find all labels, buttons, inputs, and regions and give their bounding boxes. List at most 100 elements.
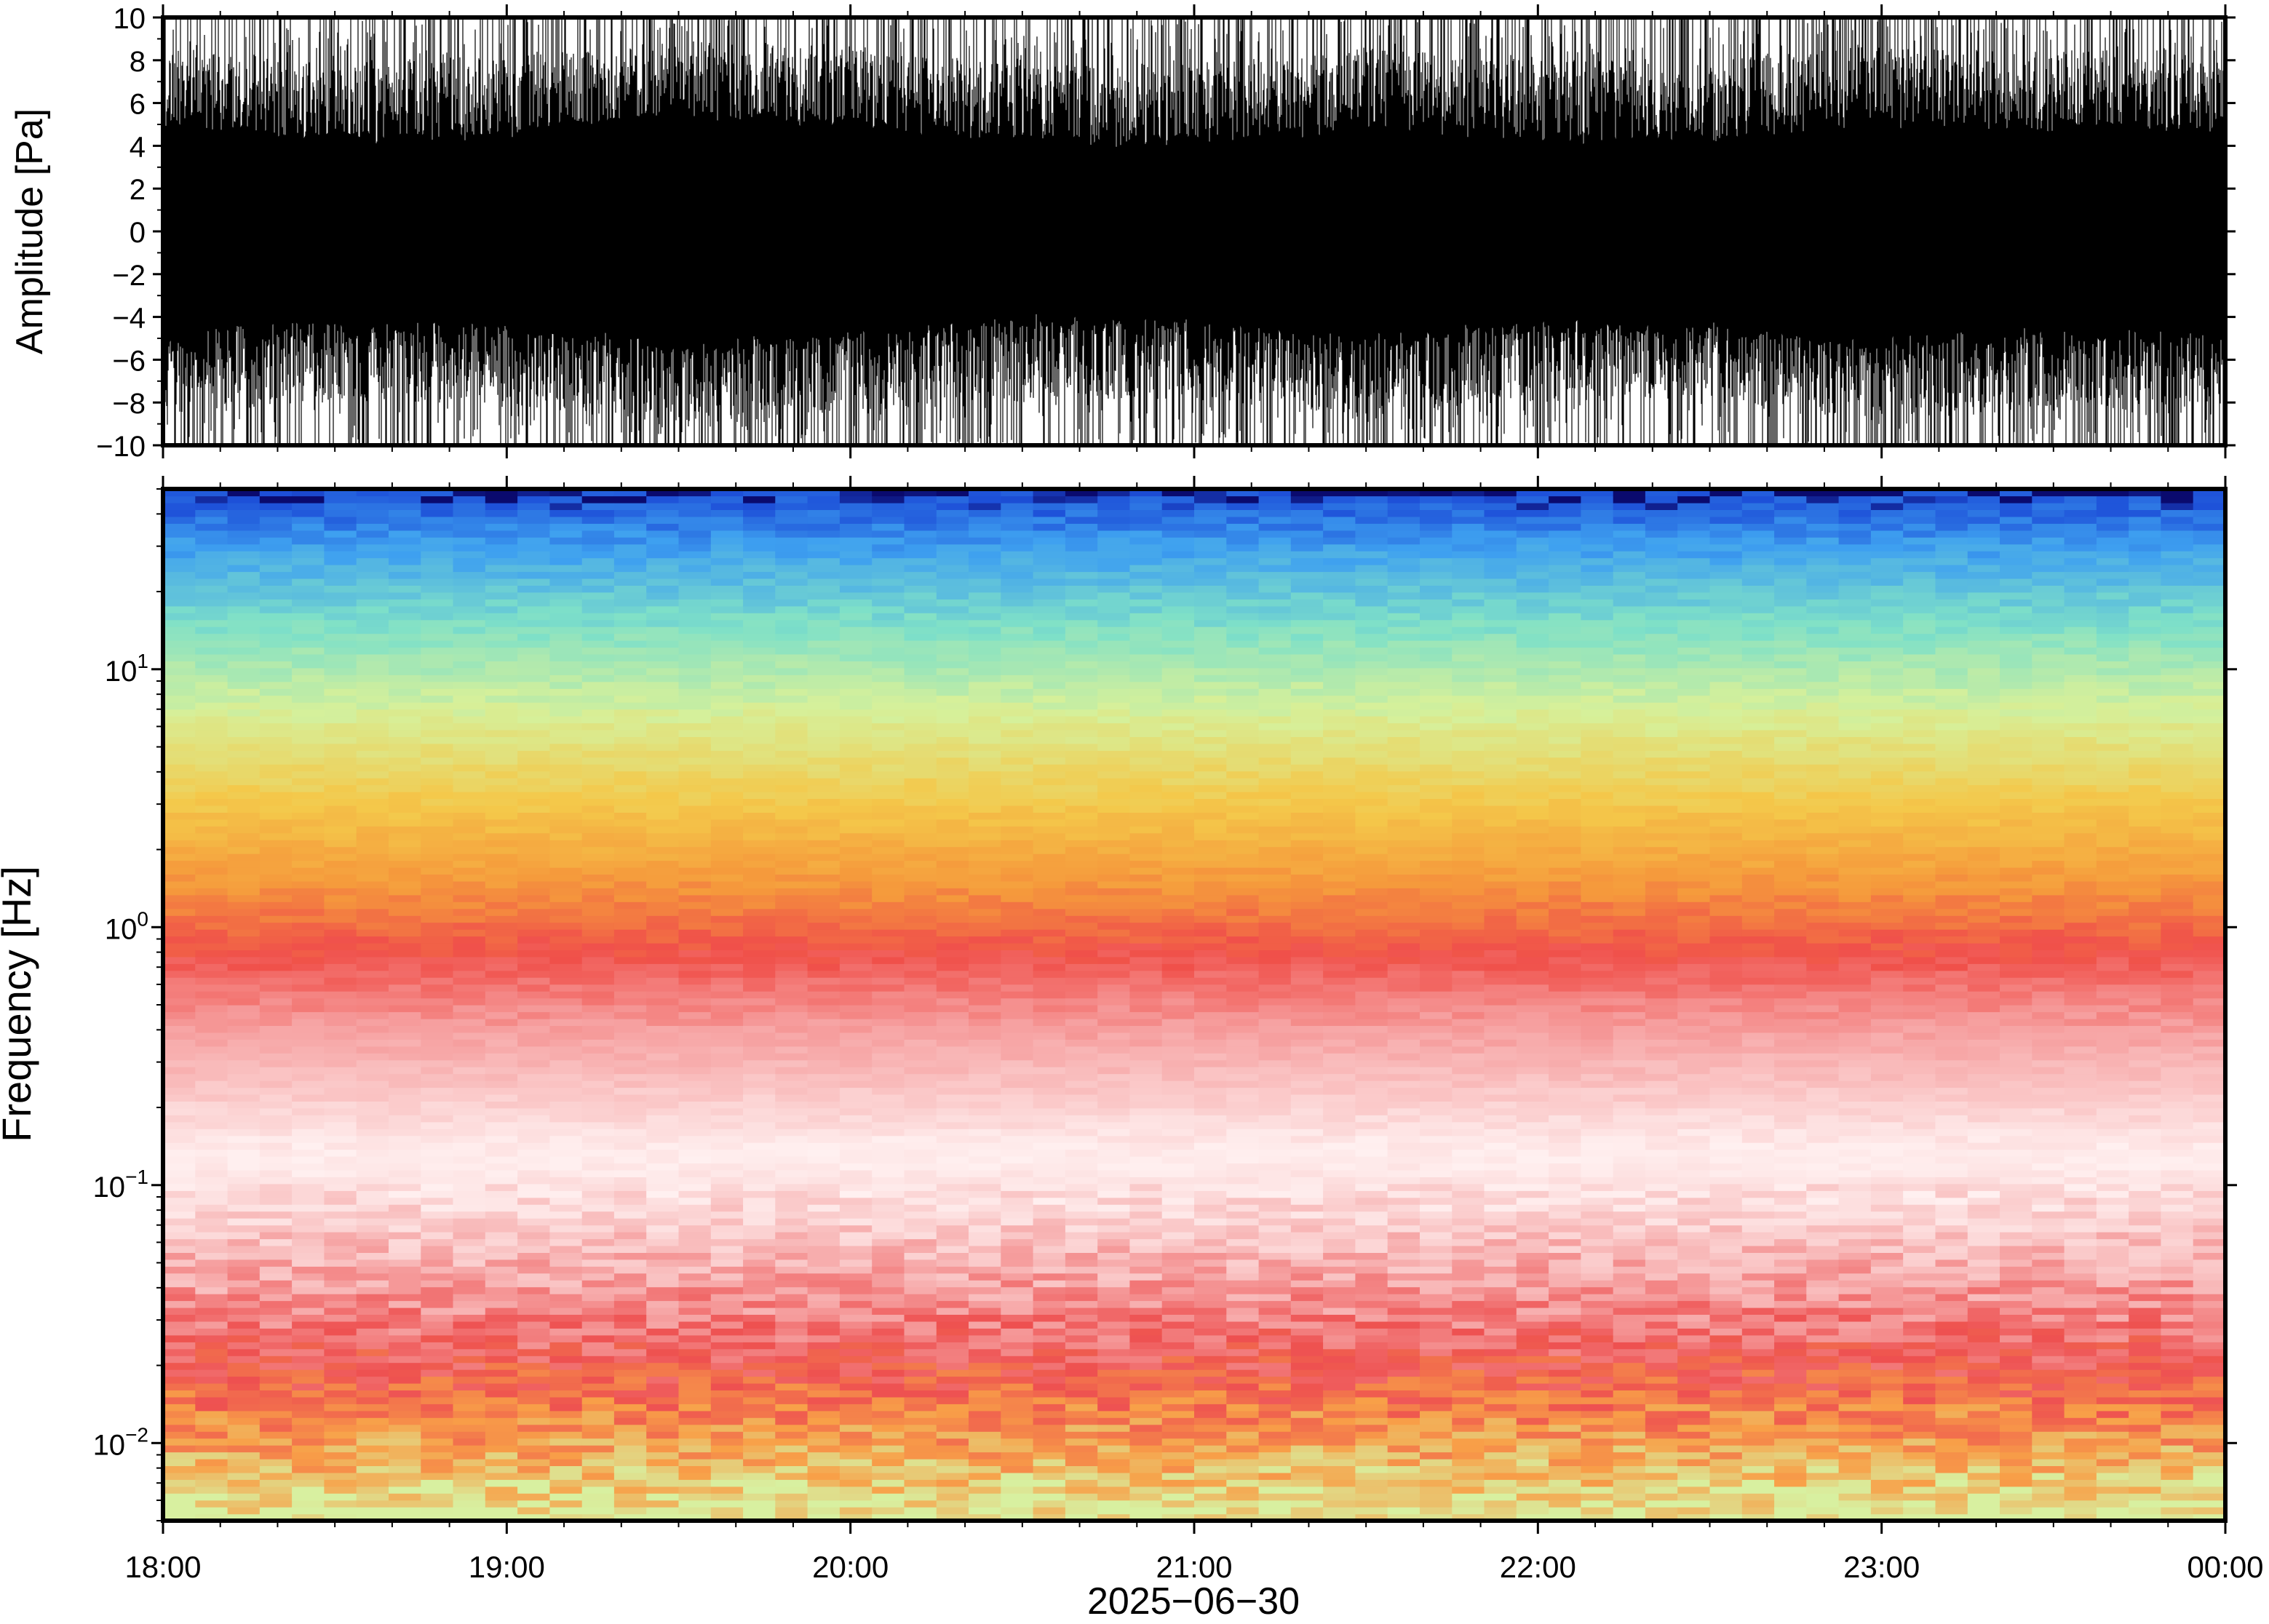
spectrogram-cell: [872, 1197, 905, 1205]
spectrogram-cell: [904, 1169, 937, 1177]
spectrogram-cell: [195, 840, 229, 848]
spectrogram-cell: [710, 1334, 744, 1342]
spectrogram-cell: [613, 1445, 647, 1453]
spectrogram-cell: [1033, 599, 1066, 607]
spectrogram-cell: [710, 709, 744, 717]
spectrogram-cell: [517, 1115, 550, 1123]
spectrogram-cell: [646, 544, 680, 552]
spectrogram-cell: [775, 977, 808, 985]
spectrogram-cell: [710, 1396, 744, 1404]
spectrogram-cell: [1001, 1259, 1034, 1267]
spectrogram-cell: [904, 530, 937, 538]
spectrogram-cell: [1065, 1431, 1098, 1439]
spectrogram-cell: [227, 1390, 261, 1398]
spectrogram-cell: [163, 998, 196, 1006]
spectrogram-cell: [1097, 880, 1131, 888]
spectrogram-cell: [581, 1321, 615, 1329]
spectrogram-cell: [1194, 1300, 1227, 1308]
spectrogram-cell: [743, 1073, 776, 1081]
spectrogram-cell: [227, 888, 261, 896]
spectrogram-cell: [936, 647, 969, 655]
spectrogram-cell: [1129, 1183, 1163, 1191]
spectrogram-cell: [872, 1204, 905, 1212]
spectrogram-cell: [775, 1280, 808, 1288]
spectrogram-cell: [421, 1321, 454, 1329]
spectrogram-cell: [743, 950, 776, 958]
spectrogram-cell: [227, 1321, 261, 1329]
spectrogram-cell: [549, 1197, 583, 1205]
spectrogram-cell: [775, 661, 808, 669]
spectrogram-cell: [1129, 826, 1163, 834]
spectrogram-cell: [872, 791, 905, 799]
spectrogram-cell: [195, 1479, 229, 1487]
spectrogram-cell: [613, 557, 647, 565]
spectrogram-cell: [710, 764, 744, 772]
spectrogram-cell: [292, 688, 325, 696]
spectrogram-cell: [163, 523, 196, 531]
spectrogram-cell: [389, 764, 421, 772]
spectrogram-cell: [581, 984, 615, 992]
spectrogram-cell: [710, 661, 744, 669]
spectrogram-cell: [356, 771, 389, 779]
spectrogram-cell: [292, 1431, 325, 1439]
spectrogram-cell: [936, 1073, 969, 1081]
spectrogram-cell: [872, 894, 905, 902]
spectrogram-cell: [581, 1369, 615, 1377]
spectrogram-cell: [1065, 984, 1098, 992]
spectrogram-cell: [389, 530, 421, 538]
spectrogram-cell: [581, 1101, 615, 1109]
spectrogram-cell: [453, 1115, 486, 1123]
spectrogram-cell: [485, 1107, 518, 1115]
spectrogram-cell: [1033, 729, 1066, 737]
spectrogram-cell: [1129, 1390, 1163, 1398]
spectrogram-cell: [421, 860, 454, 868]
spectrogram-cell: [904, 970, 937, 978]
spectrogram-cell: [1097, 502, 1131, 510]
spectrogram-cell: [872, 743, 905, 751]
spectrogram-cell: [904, 1238, 937, 1246]
spectrogram-cell: [581, 695, 615, 703]
spectrogram-cell: [517, 1334, 550, 1342]
spectrogram-cell: [549, 1307, 583, 1315]
spectrogram-cell: [163, 956, 196, 964]
spectrogram-cell: [872, 1107, 905, 1115]
spectrogram-cell: [163, 1356, 196, 1364]
spectrogram-cell: [421, 1238, 454, 1246]
spectrogram-cell: [678, 1190, 712, 1198]
spectrogram-cell: [1065, 1259, 1098, 1267]
spectrogram-cell: [807, 605, 841, 613]
spectrogram-cell: [324, 509, 357, 517]
spectrogram-cell: [227, 1197, 261, 1205]
spectrogram-cell: [517, 915, 550, 923]
spectrogram-cell: [743, 805, 776, 813]
spectrogram-cell: [1001, 565, 1034, 573]
spectrogram-cell: [743, 633, 776, 641]
spectrogram-cell: [710, 1328, 744, 1336]
spectrogram-cell: [969, 998, 1001, 1006]
spectrogram-cell: [1033, 585, 1066, 593]
spectrogram-cell: [872, 1142, 905, 1150]
spectrogram-cell: [646, 1280, 680, 1288]
spectrogram-cell: [1033, 688, 1066, 696]
spectrogram-cell: [1097, 571, 1131, 579]
spectrogram-cell: [904, 894, 937, 902]
spectrogram-cell: [743, 1376, 776, 1384]
spectrogram-cell: [549, 640, 583, 648]
spectrogram-cell: [389, 757, 421, 765]
spectrogram-cell: [549, 1486, 583, 1494]
spectrogram-cell: [259, 832, 293, 840]
spectrogram-cell: [613, 1493, 647, 1501]
spectrogram-cell: [1161, 709, 1195, 717]
spectrogram-cell: [356, 950, 389, 958]
spectrogram-cell: [389, 1286, 421, 1294]
spectrogram-cell: [485, 1211, 518, 1219]
spectrogram-cell: [1129, 716, 1163, 724]
spectrogram-cell: [969, 1286, 1001, 1294]
spectrogram-cell: [324, 1382, 357, 1390]
spectrogram-cell: [872, 1032, 905, 1040]
spectrogram-cell: [163, 1472, 196, 1480]
spectrogram-cell: [356, 757, 389, 765]
spectrogram-cell: [839, 489, 873, 497]
spectrogram-cell: [517, 1183, 550, 1191]
spectrogram-cell: [259, 1314, 293, 1322]
